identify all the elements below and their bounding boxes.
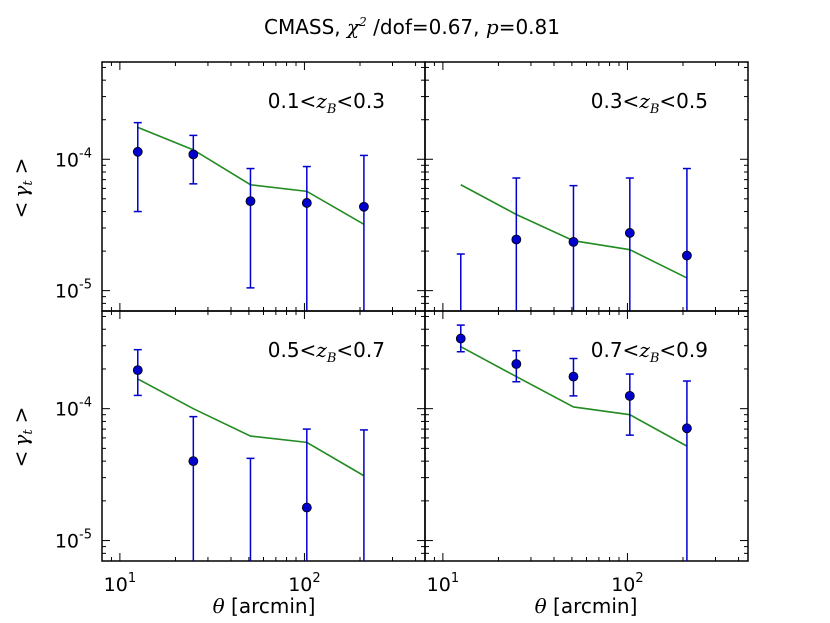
x-tick-label: 101 xyxy=(427,571,459,596)
model-line xyxy=(460,345,688,447)
data-point xyxy=(301,502,312,513)
data-point xyxy=(682,423,692,434)
y-tick-label: 10-5 xyxy=(55,528,92,553)
data-point xyxy=(568,236,579,247)
data-point xyxy=(132,365,143,376)
plot-area xyxy=(455,324,692,561)
chart-title: CMASS, χ2 /dof=0.67, p=0.81 xyxy=(264,15,560,39)
data-point xyxy=(624,228,635,238)
data-point xyxy=(455,333,466,344)
data-point xyxy=(568,371,579,382)
data-point xyxy=(132,146,143,157)
data-point xyxy=(511,359,522,369)
data-point xyxy=(511,234,522,245)
panel-label: 0.7<zB<0.9 xyxy=(591,338,708,366)
y-tick-label: 10-5 xyxy=(55,278,92,303)
x-axis-label-right: θ [arcmin] xyxy=(535,594,638,618)
plot-area xyxy=(132,121,369,311)
y-tick-label: 10-4 xyxy=(55,146,92,171)
x-tick-label: 102 xyxy=(611,571,643,596)
svg-text:<γt>: <γt> xyxy=(9,158,36,219)
x-tick-label: 102 xyxy=(288,571,320,596)
panel-top-right: 0.3<zB<0.5 xyxy=(424,61,749,312)
data-point xyxy=(188,456,199,467)
y-tick-label: 10-4 xyxy=(55,396,92,421)
panel-label: 0.1<zB<0.3 xyxy=(268,89,385,117)
panel-label: 0.5<zB<0.7 xyxy=(268,338,385,366)
panel-bottom-right: 101 102 0.7<zB<0.9 xyxy=(424,310,749,596)
data-point xyxy=(188,149,199,160)
data-point xyxy=(359,201,369,212)
data-point xyxy=(682,250,692,261)
panel-top-left: 10-4 10-5 0.1<zB<0.3 xyxy=(55,61,426,312)
panel-bottom-left: 10-4 10-5 101 102 0.5<zB<0.7 xyxy=(55,310,426,596)
y-axis-label-top: <γt> xyxy=(9,158,36,219)
svg-text:<γt>: <γt> xyxy=(9,407,36,468)
x-axis-label-left: θ [arcmin] xyxy=(213,594,316,618)
plot-area xyxy=(132,348,368,561)
model-line xyxy=(137,378,365,477)
y-axis-label-bottom: <γt> xyxy=(9,407,36,468)
data-point xyxy=(624,390,635,401)
x-tick-label: 101 xyxy=(104,571,136,596)
panel-label: 0.3<zB<0.5 xyxy=(591,89,708,117)
data-point xyxy=(245,196,256,207)
plot-area xyxy=(456,167,692,311)
data-point xyxy=(301,198,312,208)
